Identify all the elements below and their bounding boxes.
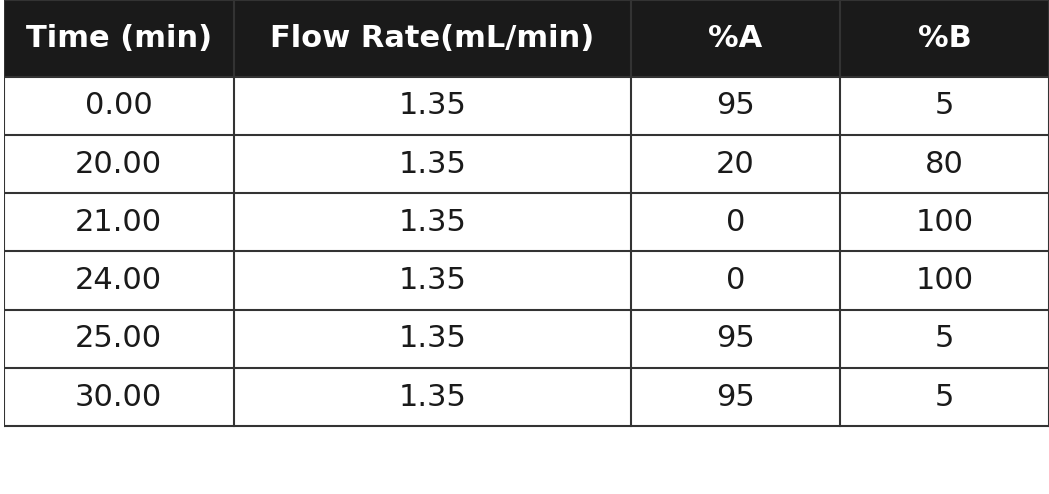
Text: 1.35: 1.35 xyxy=(399,150,466,178)
Text: 24.00: 24.00 xyxy=(76,266,163,295)
Text: Time (min): Time (min) xyxy=(25,24,212,53)
Text: 100: 100 xyxy=(916,208,973,237)
Text: 5: 5 xyxy=(935,325,955,353)
Text: 1.35: 1.35 xyxy=(399,266,466,295)
Text: 0: 0 xyxy=(726,208,745,237)
Text: 5: 5 xyxy=(935,91,955,120)
Text: 80: 80 xyxy=(925,150,964,178)
Text: 1.35: 1.35 xyxy=(399,325,466,353)
Bar xyxy=(3,77,1049,135)
Bar xyxy=(3,368,1049,426)
Bar xyxy=(3,193,1049,251)
Text: 100: 100 xyxy=(916,266,973,295)
Text: 0.00: 0.00 xyxy=(85,91,152,120)
Text: 1.35: 1.35 xyxy=(399,208,466,237)
Text: %A: %A xyxy=(708,24,763,53)
Text: 95: 95 xyxy=(716,91,755,120)
Text: %B: %B xyxy=(918,24,971,53)
Text: 30.00: 30.00 xyxy=(74,383,163,412)
Text: 95: 95 xyxy=(716,383,755,412)
Text: 20.00: 20.00 xyxy=(76,150,163,178)
Text: Flow Rate(mL/min): Flow Rate(mL/min) xyxy=(270,24,595,53)
Bar xyxy=(3,0,1049,77)
Text: 1.35: 1.35 xyxy=(399,383,466,412)
Text: 0: 0 xyxy=(726,266,745,295)
Text: 95: 95 xyxy=(716,325,755,353)
Text: 20: 20 xyxy=(716,150,755,178)
Text: 5: 5 xyxy=(935,383,955,412)
Bar xyxy=(3,251,1049,310)
Text: 21.00: 21.00 xyxy=(76,208,163,237)
Text: 1.35: 1.35 xyxy=(399,91,466,120)
Text: 25.00: 25.00 xyxy=(76,325,163,353)
Bar xyxy=(3,310,1049,368)
Bar xyxy=(3,135,1049,193)
